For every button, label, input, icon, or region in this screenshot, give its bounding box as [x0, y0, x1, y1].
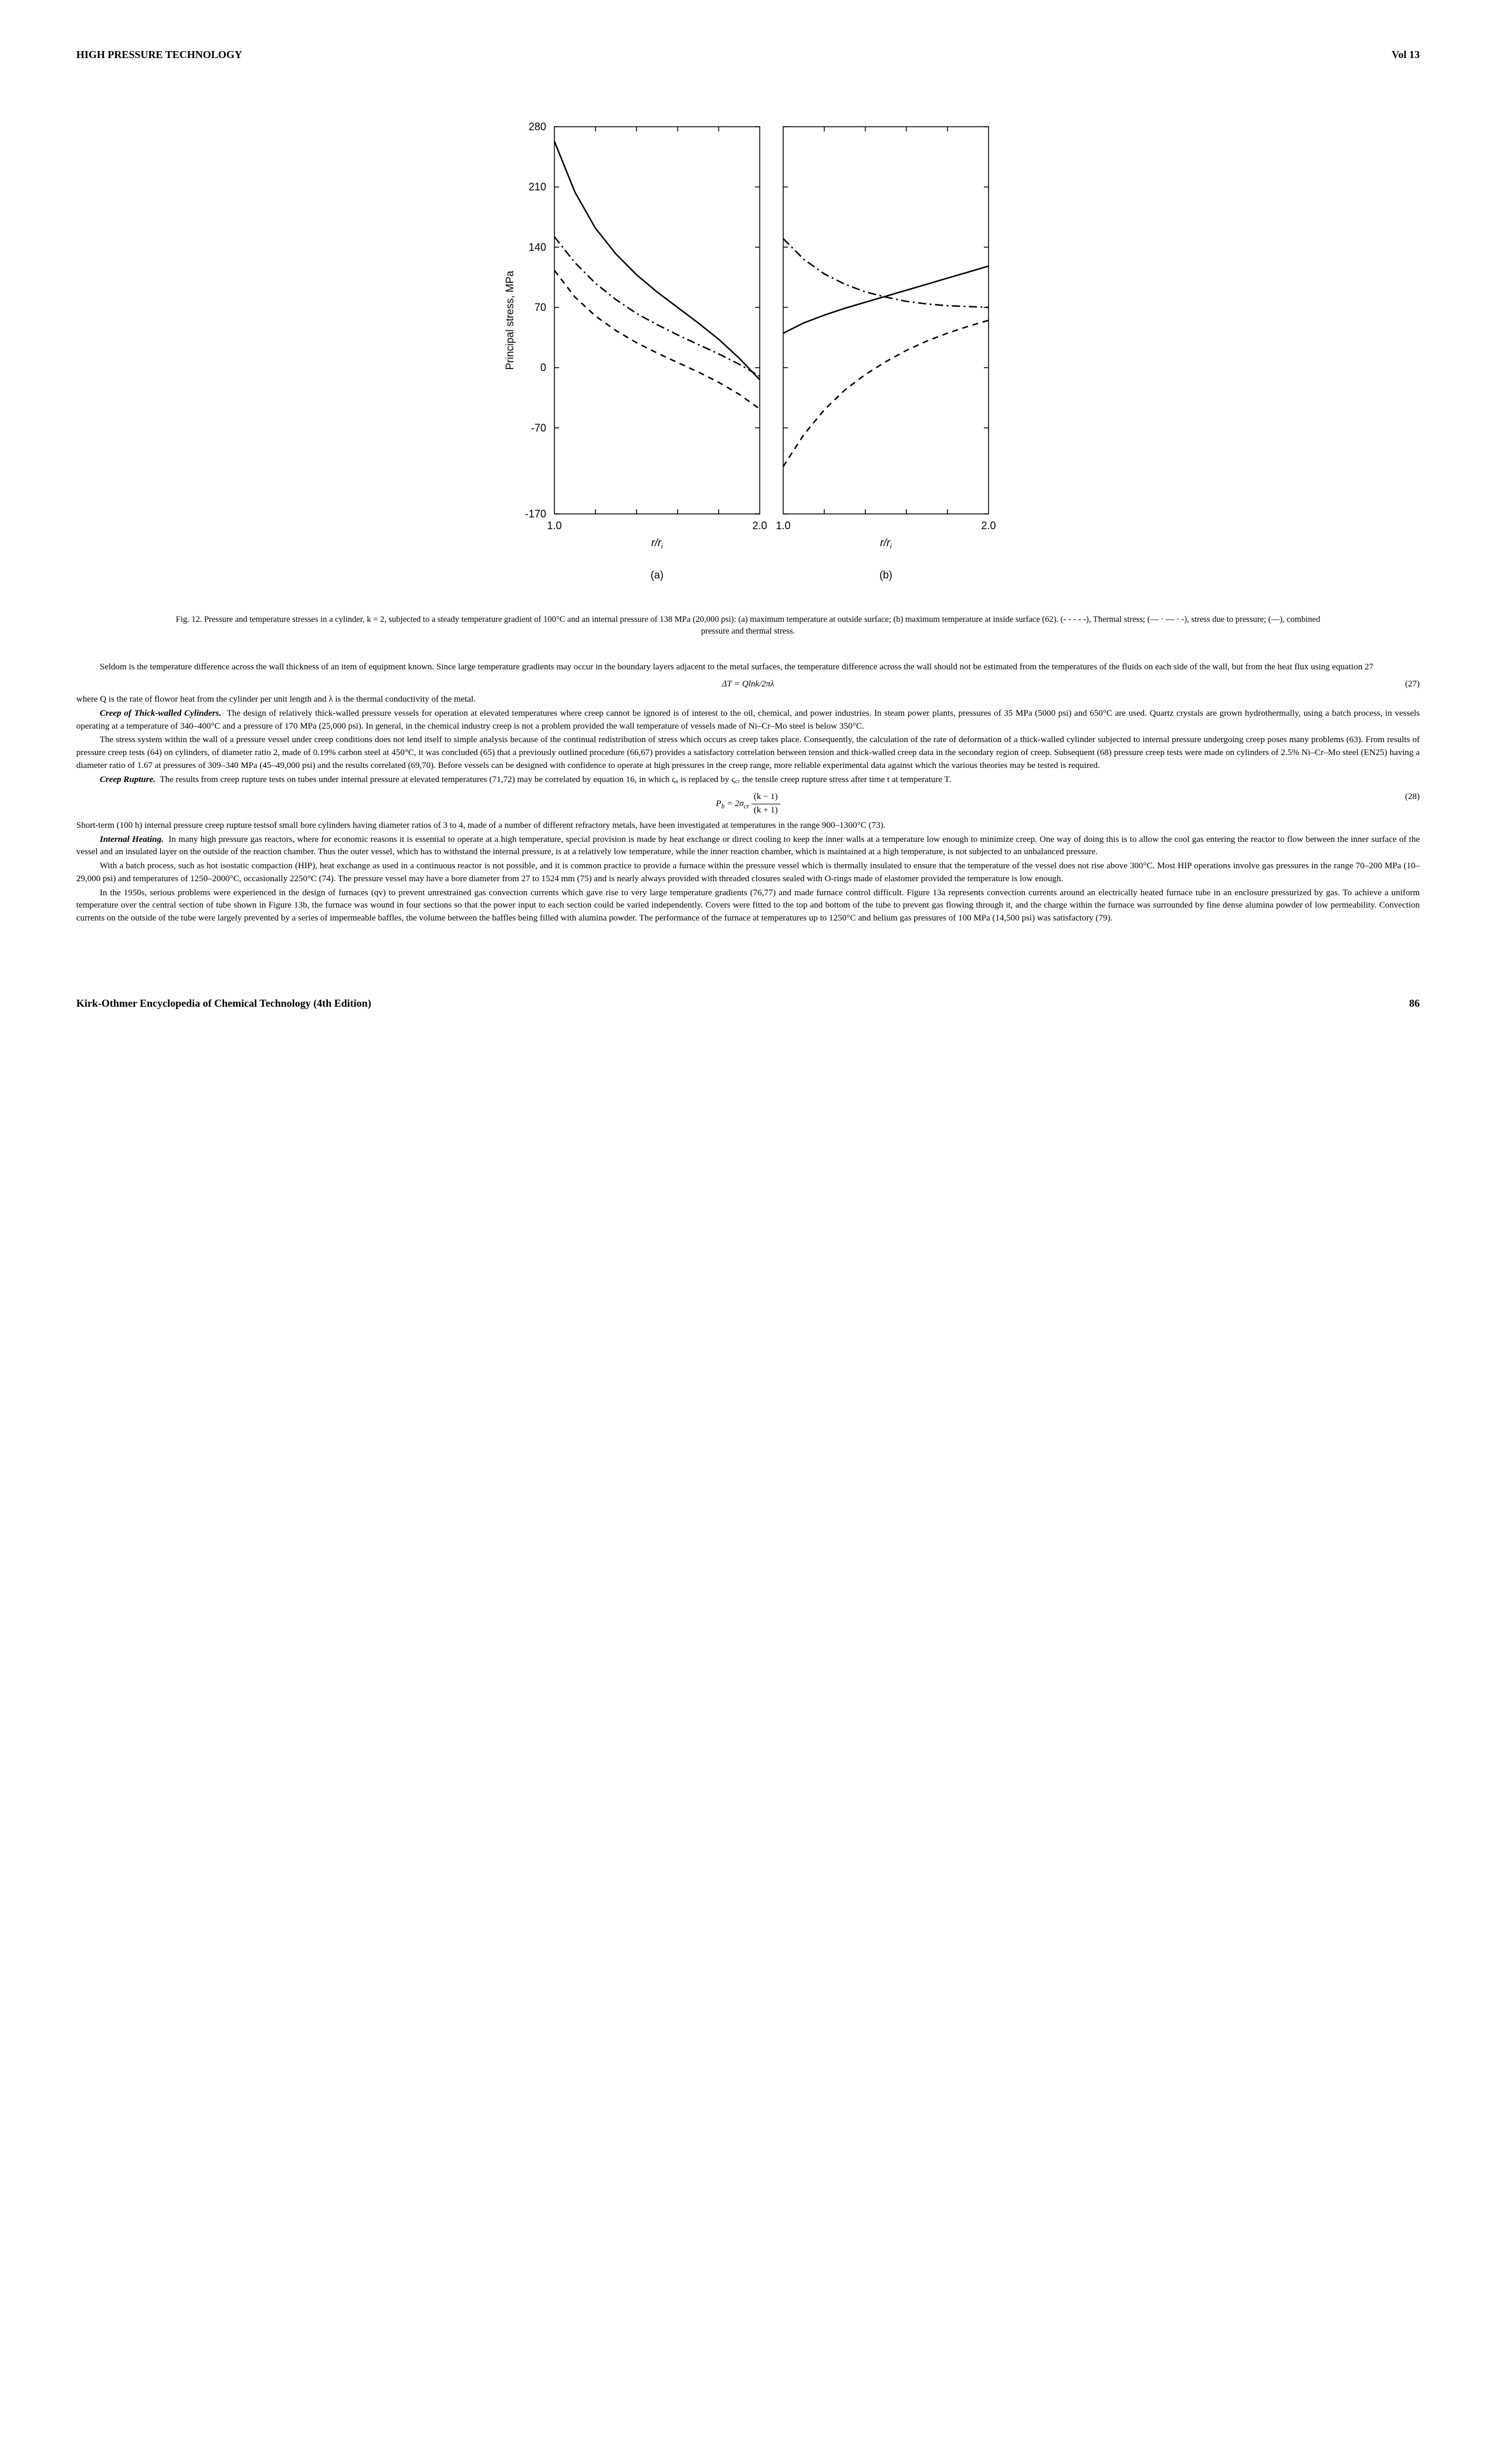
svg-text:-170: -170 [525, 508, 546, 520]
svg-text:2.0: 2.0 [981, 520, 996, 532]
header-title: HIGH PRESSURE TECHNOLOGY [76, 47, 242, 62]
footer-title: Kirk-Othmer Encyclopedia of Chemical Tec… [76, 996, 371, 1011]
svg-text:Principal stress, MPa: Principal stress, MPa [504, 270, 516, 370]
paragraph-7: In many high pressure gas reactors, wher… [76, 835, 1420, 857]
page-footer: Kirk-Othmer Encyclopedia of Chemical Tec… [76, 996, 1420, 1011]
svg-text:(a): (a) [651, 569, 664, 581]
svg-text:(b): (b) [879, 569, 892, 581]
svg-text:r/ri: r/ri [651, 537, 663, 550]
svg-text:2.0: 2.0 [752, 520, 767, 532]
paragraph-8: With a batch process, such as hot isosta… [76, 860, 1420, 886]
section-creep-cylinders: Creep of Thick-walled Cylinders. [100, 709, 221, 718]
eq28-frac: (k − 1) (k + 1) [752, 791, 780, 817]
svg-text:0: 0 [540, 362, 546, 374]
header-vol: Vol 13 [1392, 47, 1420, 62]
paragraph-creep-cylinders: Creep of Thick-walled Cylinders. The des… [76, 708, 1420, 733]
paragraph-2: where Q is the rate of flowor heat from … [76, 693, 1420, 706]
paragraph-internal-heating: Internal Heating. In many high pressure … [76, 834, 1420, 859]
svg-text:-70: -70 [531, 422, 546, 434]
figure-12-svg: -170 -70 0 70 140 210 280 1.0 1.0 2.0 2.0 r/ri r/ri P… [466, 115, 1030, 596]
paragraph-9: In the 1950s, serious problems were expe… [76, 887, 1420, 925]
svg-text:210: 210 [529, 181, 546, 193]
section-creep-rupture: Creep Rupture. [100, 775, 155, 784]
paragraph-6: Short-term (100 h) internal pressure cre… [76, 820, 1420, 832]
eq28-num: (28) [1405, 791, 1420, 804]
paragraph-1: Seldom is the temperature difference acr… [76, 661, 1420, 674]
svg-text:280: 280 [529, 121, 546, 133]
figure-12-caption: Fig. 12. Pressure and temperature stress… [170, 614, 1326, 638]
equation-27: ΔT = Qlnk/2πλ (27) [76, 678, 1420, 691]
eq28-pb: Pb = 2σcr [716, 799, 749, 808]
paragraph-4: The stress system within the wall of a p… [76, 734, 1420, 772]
footer-page: 86 [1409, 996, 1420, 1011]
section-internal-heating: Internal Heating. [100, 835, 164, 844]
eq27-text: ΔT = Qlnk/2πλ [722, 679, 774, 689]
paragraph-creep-rupture: Creep Rupture. The results from creep ru… [76, 774, 1420, 787]
svg-text:r/ri: r/ri [880, 537, 892, 550]
svg-text:1.0: 1.0 [776, 520, 790, 532]
svg-text:70: 70 [534, 302, 546, 313]
paragraph-3: The design of relatively thick-walled pr… [76, 709, 1420, 731]
figure-12: -170 -70 0 70 140 210 280 1.0 1.0 2.0 2.0 r/ri r/ri P… [76, 115, 1420, 596]
eq27-num: (27) [1405, 678, 1420, 691]
paragraph-5: The results from creep rupture tests on … [160, 775, 952, 784]
svg-text:140: 140 [529, 241, 546, 253]
svg-text:1.0: 1.0 [547, 520, 561, 532]
equation-28: Pb = 2σcr (k − 1) (k + 1) (28) [76, 791, 1420, 817]
page-header: HIGH PRESSURE TECHNOLOGY Vol 13 [76, 47, 1420, 62]
